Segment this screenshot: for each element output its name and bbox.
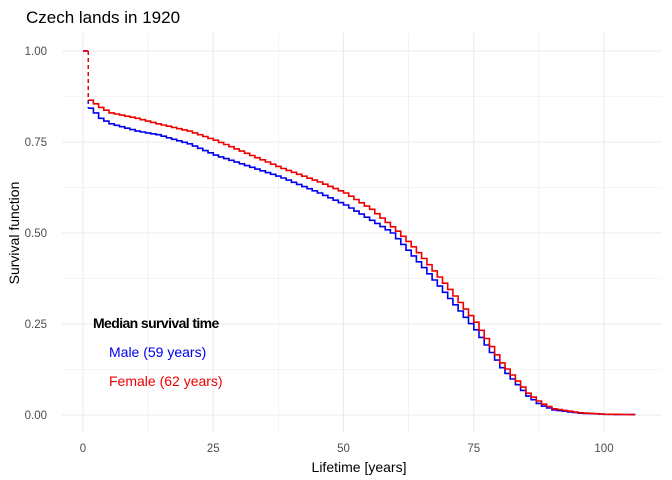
y-tick-label: 0.25 [25, 319, 47, 331]
grid [62, 33, 662, 433]
x-tick-label: 75 [467, 443, 480, 455]
y-axis-title: Survival function [6, 182, 22, 285]
annotation-heading: Median survival time [93, 315, 220, 331]
annotation-female: Female (62 years) [109, 373, 223, 389]
y-tick-label: 1.00 [25, 46, 47, 58]
series-layer [83, 50, 636, 416]
y-tick-label: 0.50 [25, 228, 47, 240]
y-tick-label: 0.75 [25, 137, 47, 149]
survival-step-line [88, 99, 636, 416]
series-female [83, 50, 636, 416]
x-axis-title: Lifetime [years] [312, 459, 407, 475]
y-tick-label: 0.00 [25, 410, 47, 422]
x-tick-label: 100 [594, 443, 613, 455]
chart-title: Czech lands in 1920 [26, 8, 180, 27]
survival-step-line [88, 107, 636, 416]
x-axis: 0 25 50 75 100 [80, 443, 614, 455]
x-tick-label: 0 [80, 443, 86, 455]
y-axis: 0.00 0.25 0.50 0.75 1.00 [25, 46, 47, 422]
x-tick-label: 25 [207, 443, 220, 455]
x-tick-label: 50 [337, 443, 350, 455]
annotation-male: Male (59 years) [109, 344, 206, 360]
